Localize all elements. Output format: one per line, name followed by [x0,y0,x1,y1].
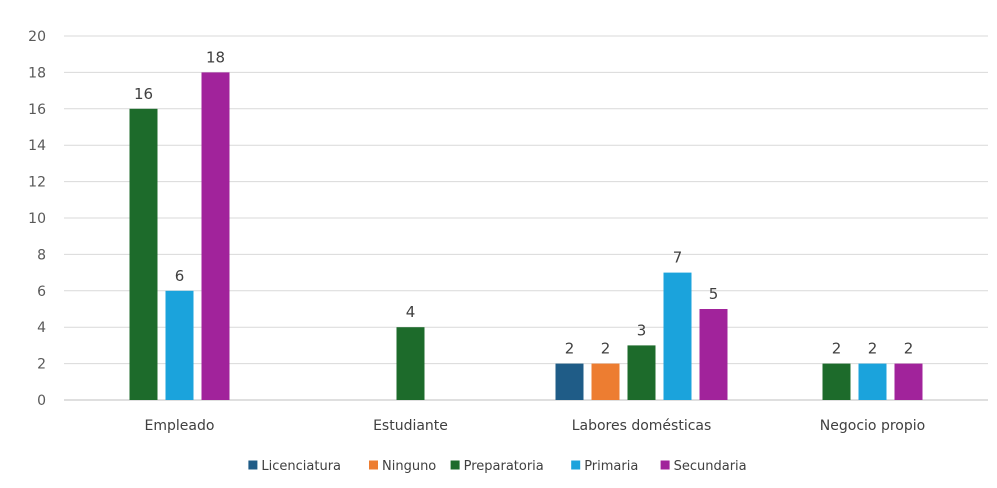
legend-label: Secundaria [674,459,747,474]
data-label: 4 [406,303,416,321]
y-tick-label: 20 [28,29,46,45]
category-label: Labores domésticas [572,418,712,434]
bar [663,272,692,400]
y-tick-label: 4 [37,320,46,336]
data-label: 5 [709,285,719,303]
bar [555,363,584,400]
data-label: 2 [904,340,914,358]
legend-label: Licenciatura [261,459,341,474]
data-label: 2 [832,340,842,358]
y-tick-label: 16 [28,102,46,118]
category-label: Estudiante [373,418,448,434]
legend-swatch [571,460,581,470]
legend-swatch [660,460,670,470]
bar [822,363,851,400]
legend-label: Primaria [584,459,638,474]
data-label: 16 [134,85,153,103]
x-axis-categories: Empleado Estudiante Labores domésticas Nego… [145,418,926,434]
data-label: 18 [206,48,225,66]
y-tick-label: 10 [28,211,46,227]
bar [165,290,194,400]
data-label: 7 [673,249,683,267]
bar [627,345,656,400]
y-axis-ticks: 0 2 4 6 8 10 12 14 16 18 20 [28,29,46,409]
data-label: 6 [175,267,185,285]
y-tick-label: 6 [37,284,46,300]
data-label: 3 [637,321,647,339]
bar [396,327,425,400]
legend-label: Ninguno [382,459,436,474]
bar [591,363,620,400]
bar [129,108,158,401]
data-label: 2 [601,340,611,358]
bars [129,72,923,401]
legend-swatch [450,460,460,470]
category-label: Negocio propio [820,418,925,434]
bar [699,309,728,400]
legend: Licenciatura Ninguno Preparatoria Primaria S… [248,459,747,474]
data-label: 2 [868,340,878,358]
y-tick-label: 0 [37,393,46,409]
bar [858,363,887,400]
category-label: Empleado [145,418,215,434]
legend-label: Preparatoria [464,459,544,474]
bar [201,72,230,401]
y-tick-label: 14 [28,138,46,154]
y-tick-label: 8 [37,247,46,263]
legend-swatch [369,460,378,470]
y-tick-label: 18 [28,65,46,81]
legend-swatch [248,460,258,470]
y-tick-label: 12 [28,175,46,191]
bar [894,363,923,400]
y-tick-label: 2 [37,357,46,373]
data-labels: 16 6 18 4 2 2 3 7 5 2 2 2 [134,48,913,357]
data-label: 2 [565,340,575,358]
